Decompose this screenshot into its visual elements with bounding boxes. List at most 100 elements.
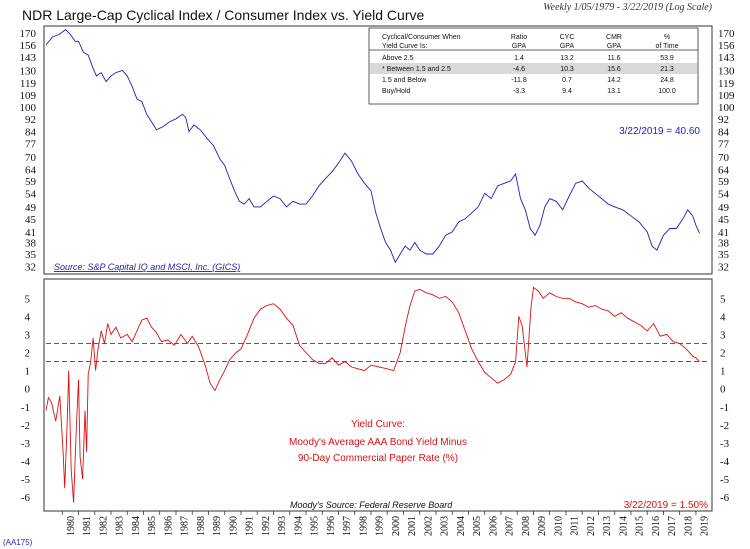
bottom-y-tick-right: 3 — [720, 329, 726, 341]
x-tick-label: 2005 — [472, 516, 483, 536]
table-cell: 15.6 — [607, 66, 621, 73]
bottom-y-tick-right: 5 — [720, 293, 726, 305]
x-tick-label: 2010 — [553, 516, 564, 536]
bottom-y-tick-right: -3 — [720, 438, 730, 450]
table-cell: 100.0 — [658, 88, 676, 95]
x-tick-label: 2017 — [667, 516, 678, 536]
table-header-cell: CYC GPA — [560, 34, 575, 50]
yield-curve-line — [45, 286, 700, 503]
bottom-y-tick-right: -2 — [720, 420, 729, 432]
top-y-tick-right: 54 — [718, 188, 730, 200]
table-cell: 24.8 — [660, 77, 674, 84]
x-tick-label: 1982 — [98, 516, 109, 536]
table-cell: 13.2 — [560, 55, 574, 62]
bottom-y-tick-left: 4 — [25, 311, 31, 323]
x-tick-label: 2015 — [635, 516, 646, 536]
table-cell: Buy/Hold — [382, 88, 411, 95]
x-tick-label: 1993 — [277, 516, 288, 536]
x-tick-label: 1983 — [115, 516, 126, 536]
table-cell: 13.1 — [607, 88, 621, 95]
x-tick-label: 1980 — [66, 516, 77, 536]
top-y-tick-left: 156 — [20, 40, 37, 52]
chart-code-label: (AA175) — [3, 538, 33, 547]
top-y-tick-right: 77 — [718, 139, 730, 151]
cyclical-consumer-ratio-line — [45, 29, 700, 264]
top-y-tick-left: 143 — [20, 52, 37, 64]
x-tick-label: 1988 — [196, 516, 207, 536]
x-tick-label: 2002 — [423, 516, 434, 536]
x-tick-label: 2007 — [505, 516, 516, 536]
top-source-label: Source: S&P Capital IQ and MSCI, Inc. (G… — [54, 262, 240, 272]
x-tick-label: 1989 — [212, 516, 223, 536]
table-cell: * Between 1.5 and 2.5 — [382, 66, 451, 73]
x-axis: 1980 1981 1982 1983 1984 1985 1986 1987 1988 1989… — [61, 511, 711, 536]
yield-curve-desc-1: Moody's Average AAA Bond Yield Minus — [289, 437, 467, 448]
x-tick-label: 2008 — [521, 516, 532, 536]
x-tick-label: 1991 — [245, 516, 256, 536]
yield-curve-label: Yield Curve: — [351, 419, 405, 430]
top-y-tick-left: 45 — [25, 214, 37, 226]
x-tick-label: 2009 — [537, 516, 548, 536]
x-tick-label: 1986 — [163, 516, 174, 536]
top-y-tick-left: 32 — [25, 262, 36, 274]
x-tick-label: 1997 — [342, 516, 353, 536]
table-cell: 9.4 — [562, 88, 572, 95]
top-y-tick-right: 130 — [718, 65, 735, 77]
x-tick-label: 2013 — [602, 516, 613, 536]
table-header-cell: % of Time — [656, 34, 679, 50]
top-y-tick-right: 109 — [718, 90, 735, 102]
bottom-source-label: Moody's Source: Federal Reserve Board — [290, 500, 453, 510]
x-tick-label: 2014 — [618, 516, 629, 536]
bottom-y-tick-right: 2 — [720, 348, 726, 360]
table-cell: Above 2.5 — [382, 55, 414, 62]
x-tick-label: 2012 — [586, 516, 597, 536]
top-y-tick-right: 100 — [718, 102, 735, 114]
bottom-y-tick-left: 5 — [25, 293, 31, 305]
chart-subtitle: Weekly 1/05/1979 - 3/22/2019 (Log Scale) — [543, 2, 712, 13]
top-y-tick-left: 77 — [25, 139, 37, 151]
x-tick-label: 2006 — [488, 516, 499, 536]
bottom-y-tick-left: -1 — [21, 402, 30, 414]
x-tick-label: 2000 — [391, 516, 402, 536]
x-tick-label: 1990 — [228, 516, 239, 536]
bottom-y-tick-right: -6 — [720, 492, 730, 504]
top-y-tick-left: 59 — [25, 176, 37, 188]
top-y-tick-left: 49 — [25, 202, 37, 214]
table-cell: 1.5 and Below — [382, 77, 427, 84]
top-y-tick-right: 156 — [718, 40, 735, 52]
bottom-y-tick-left: -4 — [21, 456, 31, 468]
top-y-tick-left: 170 — [20, 28, 37, 40]
bottom-panel-frame — [43, 278, 713, 512]
top-y-tick-left: 64 — [25, 165, 37, 177]
x-tick-label: 1998 — [358, 516, 369, 536]
x-tick-label: 1992 — [261, 516, 272, 536]
top-last-value-label: 3/22/2019 = 40.60 — [619, 126, 700, 137]
x-tick-label: 1994 — [293, 516, 304, 536]
table-cell: -4.6 — [513, 66, 525, 73]
top-y-tick-right: 70 — [718, 152, 730, 164]
top-y-tick-right: 32 — [718, 262, 729, 274]
top-y-tick-left: 41 — [25, 227, 36, 239]
top-y-tick-right: 64 — [718, 165, 730, 177]
top-y-tick-left: 130 — [20, 65, 37, 77]
table-highlight-row — [370, 63, 697, 74]
table-cell: -11.8 — [511, 77, 527, 84]
bottom-y-tick-right: -1 — [720, 402, 729, 414]
bottom-y-tick-right: -4 — [720, 456, 730, 468]
reference-lines — [46, 342, 708, 363]
stats-table: Cyclical/Consumer When Yield Curve Is: Rat… — [368, 27, 699, 105]
table-cell: -3.3 — [513, 88, 525, 95]
top-y-tick-left: 100 — [20, 102, 37, 114]
bottom-y-tick-left: -3 — [21, 438, 31, 450]
bottom-y-tick-right: 4 — [720, 311, 726, 323]
x-tick-label: 2001 — [407, 516, 418, 536]
bottom-y-tick-right: 1 — [720, 366, 726, 378]
x-tick-label: 2004 — [456, 516, 467, 536]
table-header-cell: Cyclical/Consumer When Yield Curve Is: — [382, 34, 461, 50]
top-y-tick-right: 38 — [718, 238, 730, 250]
table-cell: 11.6 — [607, 55, 620, 62]
top-y-tick-right: 119 — [718, 78, 735, 90]
top-y-tick-right: 49 — [718, 202, 730, 214]
